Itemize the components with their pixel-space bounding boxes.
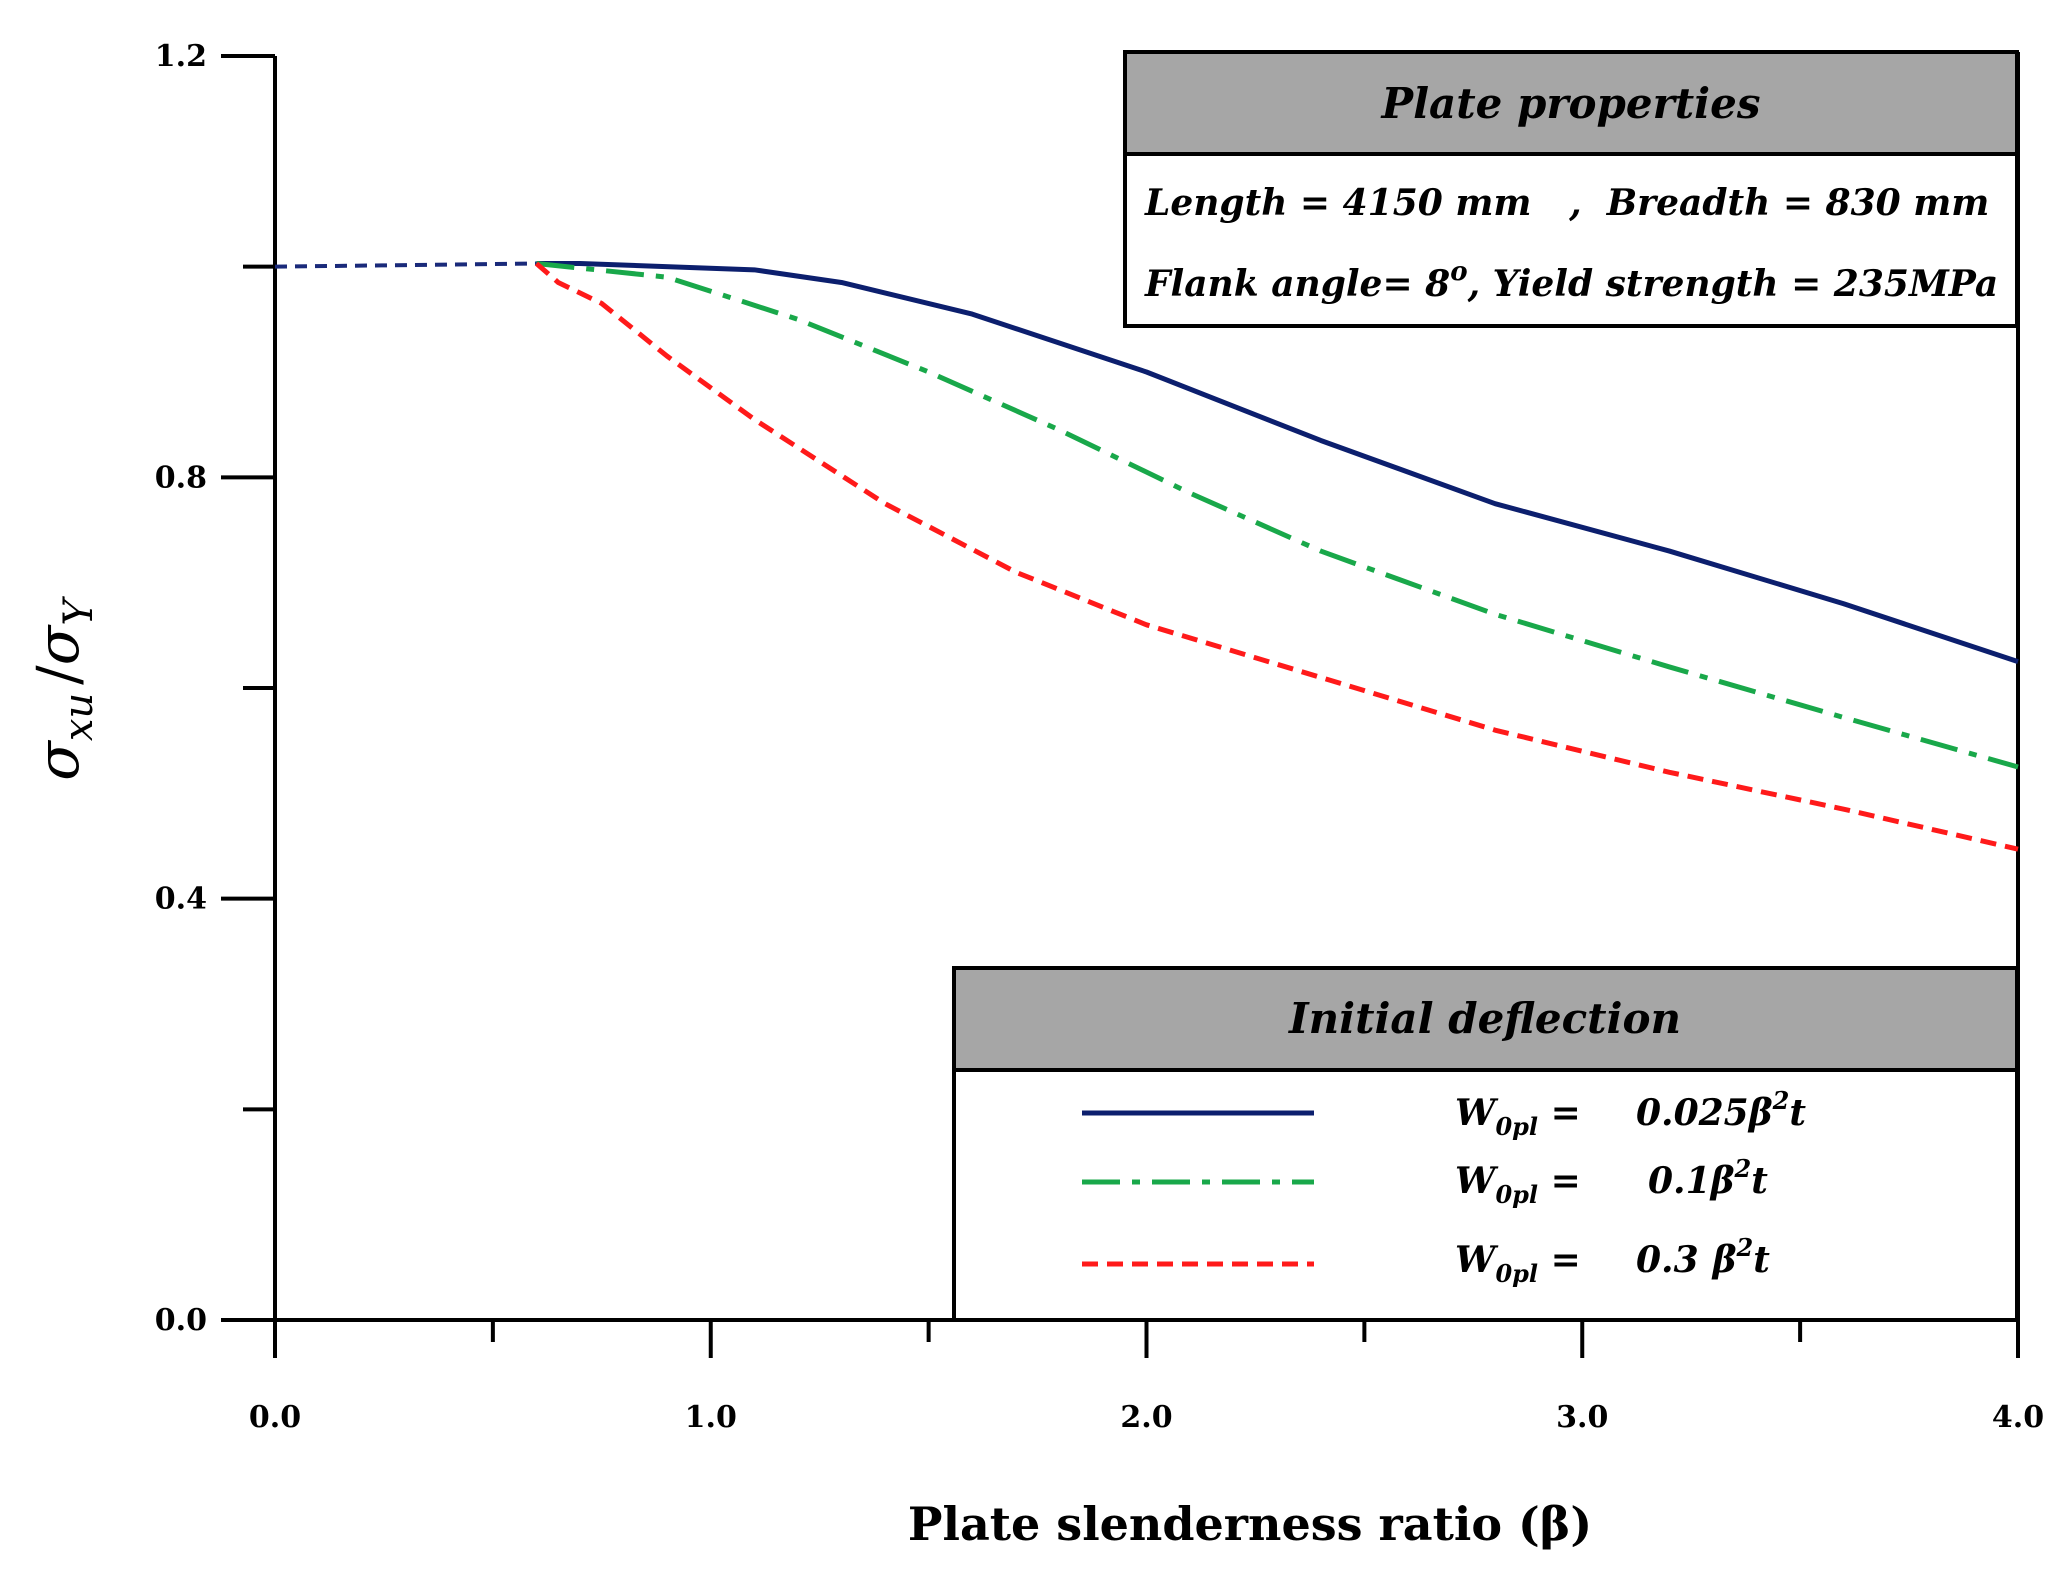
- legend-t: t: [1789, 1092, 1806, 1134]
- properties-box: Plate properties Length = 4150 mm , Brea…: [1123, 50, 2019, 328]
- legend-t: t: [1753, 1239, 1770, 1281]
- series-line-03: [534, 261, 2019, 852]
- y-tick-label: 1.2: [155, 39, 207, 74]
- properties-box-header-bg: [1123, 50, 2019, 156]
- legend-w: W: [1455, 1092, 1499, 1134]
- x-axis-title: Plate slenderness ratio (β): [908, 1497, 1592, 1551]
- legend-beta-sup: 2: [1736, 1233, 1754, 1262]
- properties-degree-sup: o: [1450, 257, 1467, 287]
- properties-box-header: Plate properties: [1381, 79, 1761, 128]
- y-tick-label: 0.8: [155, 460, 207, 495]
- legend-label-03: W0pl = 0.3 β2t: [1455, 1233, 1770, 1288]
- x-tick-label: 3.0: [1556, 1400, 1608, 1435]
- legend-beta: β: [1747, 1092, 1773, 1134]
- series-line-0025: [536, 261, 2019, 665]
- legend-beta-sup: 2: [1734, 1154, 1752, 1183]
- properties-line-1: Length = 4150 mm , Breadth = 830 mm: [1144, 182, 1989, 224]
- y-tick-label: 0.0: [155, 1303, 207, 1338]
- y-title-sigma2: σ: [24, 624, 92, 665]
- legend-coef: 0.1: [1648, 1160, 1711, 1202]
- properties-yield-strength: , Yield strength = 235MPa: [1467, 263, 1999, 305]
- legend-w-sub: 0pl: [1495, 1180, 1538, 1209]
- y-title-sigma1: σ: [24, 740, 92, 781]
- y-tick-label: 0.4: [155, 882, 207, 917]
- x-tick-label: 2.0: [1120, 1400, 1172, 1435]
- y-axis-title: σxu/σY: [24, 596, 102, 781]
- legend-label-01: W0pl = 0.1β2t: [1455, 1154, 1768, 1209]
- legend-beta: β: [1711, 1239, 1737, 1281]
- legend-eq: =: [1538, 1160, 1593, 1202]
- legend-w-sub: 0pl: [1495, 1112, 1538, 1141]
- legend-w: W: [1455, 1239, 1499, 1281]
- legend-box: Initial deflection W0pl = 0.025β2t W0pl …: [952, 966, 2019, 1322]
- properties-line-2: Flank angle= 8o, Yield strength = 235MPa: [1144, 257, 1998, 305]
- y-title-sub1: xu: [56, 693, 102, 741]
- legend-eq: =: [1538, 1092, 1593, 1134]
- legend-box-header-bg: [952, 966, 2019, 1072]
- legend-w-sub: 0pl: [1495, 1259, 1538, 1288]
- x-tick-label: 0.0: [249, 1400, 301, 1435]
- properties-flank-angle: Flank angle= 8: [1144, 263, 1450, 305]
- y-title-sub2: Y: [56, 596, 102, 626]
- legend-beta-sup: 2: [1772, 1086, 1790, 1115]
- legend-w: W: [1455, 1160, 1499, 1202]
- legend-eq: =: [1538, 1239, 1593, 1281]
- reference-dashed-line: [274, 261, 537, 269]
- series-line-01: [536, 261, 2019, 770]
- legend-label-0025: W0pl = 0.025β2t: [1455, 1086, 1806, 1141]
- legend-coef: 0.025: [1636, 1092, 1749, 1134]
- legend-coef: 0.3: [1636, 1239, 1699, 1281]
- y-title-slash: /: [24, 665, 92, 685]
- legend-t: t: [1751, 1160, 1768, 1202]
- legend-header: Initial deflection: [1288, 994, 1681, 1043]
- curves: [274, 261, 2019, 852]
- legend-beta: β: [1709, 1160, 1735, 1202]
- x-tick-label: 1.0: [685, 1400, 737, 1435]
- x-tick-label: 4.0: [1992, 1400, 2044, 1435]
